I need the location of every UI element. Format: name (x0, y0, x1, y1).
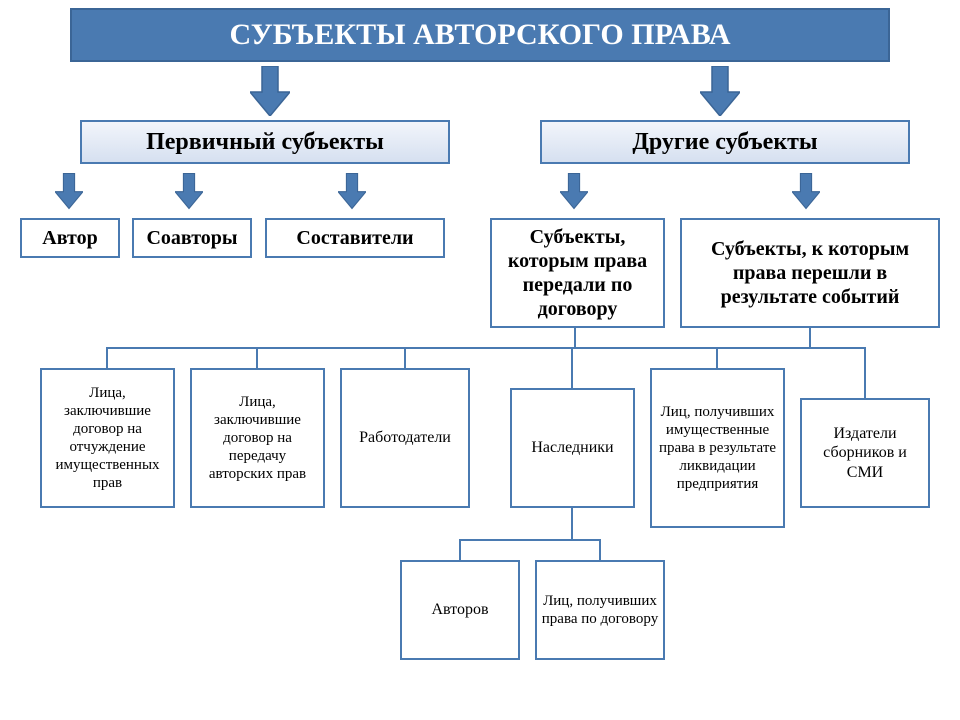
down-arrow-icon (175, 168, 203, 214)
leaf-contract-2: Лица, заключившие договор на передачу ав… (190, 368, 325, 508)
leaf-heirs: Наследники (510, 388, 635, 508)
leaf-contract-1-text: Лица, заключившие договор на отчуждение … (46, 384, 169, 492)
leaf-contract-1: Лица, заключившие договор на отчуждение … (40, 368, 175, 508)
leaf-compilers: Составители (265, 218, 445, 258)
title-text: СУБЪЕКТЫ АВТОРСКОГО ПРАВА (229, 17, 730, 53)
node-by-contract: Субъекты, которым права передали по дого… (490, 218, 665, 328)
down-arrow-icon (792, 168, 820, 214)
other-branch: Другие субъекты (540, 120, 910, 164)
node-by-event: Субъекты, к которым права перешли в резу… (680, 218, 940, 328)
leaf-publishers: Издатели сборников и СМИ (800, 398, 930, 508)
primary-branch: Первичный субъекты (80, 120, 450, 164)
leaf-heirs-c2: Лиц, получивших права по договору (535, 560, 665, 660)
node-by-event-text: Субъекты, к которым права перешли в резу… (686, 237, 934, 309)
leaf-contract-2-text: Лица, заключившие договор на передачу ав… (196, 393, 319, 483)
leaf-author: Автор (20, 218, 120, 258)
leaf-heirs-text: Наследники (531, 438, 613, 457)
leaf-heirs-c2-text: Лиц, получивших права по договору (541, 592, 659, 628)
down-arrow-icon (560, 168, 588, 214)
leaf-liquidation: Лиц, получивших имущественные права в ре… (650, 368, 785, 528)
leaf-coauthors: Соавторы (132, 218, 252, 258)
leaf-liquidation-text: Лиц, получивших имущественные права в ре… (656, 403, 779, 493)
title-box: СУБЪЕКТЫ АВТОРСКОГО ПРАВА (70, 8, 890, 62)
leaf-contract-3: Работодатели (340, 368, 470, 508)
leaf-compilers-text: Составители (296, 226, 413, 250)
node-by-contract-text: Субъекты, которым права передали по дого… (496, 225, 659, 321)
leaf-publishers-text: Издатели сборников и СМИ (806, 424, 924, 482)
leaf-author-text: Автор (42, 226, 97, 250)
other-label: Другие субъекты (632, 128, 817, 157)
primary-label: Первичный субъекты (146, 128, 384, 157)
down-arrow-icon (55, 168, 83, 214)
leaf-contract-3-text: Работодатели (359, 428, 451, 447)
down-arrow-icon (700, 66, 740, 116)
leaf-heirs-c1-text: Авторов (431, 600, 488, 619)
down-arrow-icon (250, 66, 290, 116)
down-arrow-icon (338, 168, 366, 214)
leaf-heirs-c1: Авторов (400, 560, 520, 660)
leaf-coauthors-text: Соавторы (146, 226, 237, 250)
